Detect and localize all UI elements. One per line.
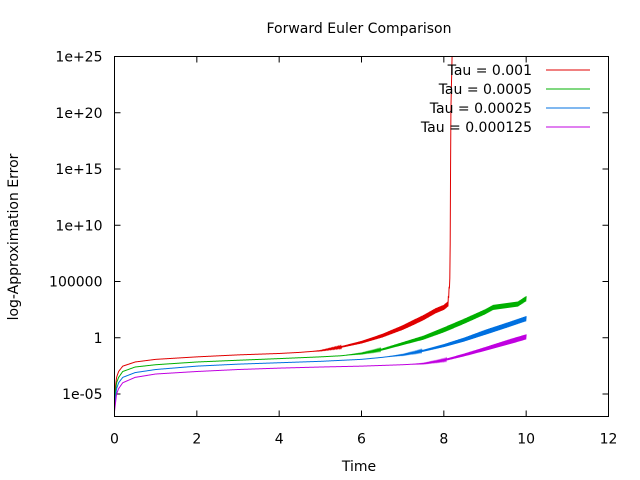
y-tick-label: 1e+10 [55,218,102,234]
legend-label: Tau = 0.001 [447,63,532,79]
y-tick-label: 1e+25 [55,50,102,66]
legend-label: Tau = 0.00025 [429,101,532,117]
x-tick-label: 8 [439,432,448,448]
y-tick-label: 1e+20 [55,106,102,122]
legend-label: Tau = 0.0005 [438,82,532,98]
series-layer [114,56,527,412]
x-tick-label: 0 [110,432,119,448]
x-tick-label: 10 [517,432,535,448]
ticks-layer: 0 2 4 6 8 10 12 1e-05 1 100000 1e+10 1e+15 1e+20 1e+2… [49,50,617,448]
plot-frame [114,56,609,417]
series-line-3 [114,316,527,406]
x-tick-label: 2 [192,432,201,448]
y-tick-label: 1e-05 [62,387,102,403]
legend-label: Tau = 0.000125 [420,120,532,136]
x-tick-label: 4 [275,432,284,448]
series-line-2 [114,296,527,400]
series-line-4 [114,334,527,412]
chart-title: Forward Euler Comparison [266,21,451,37]
legend: Tau = 0.001 Tau = 0.0005 Tau = 0.00025 Tau … [420,63,590,136]
x-tick-label: 6 [357,432,366,448]
y-axis-label: log-Approximation Error [6,153,22,320]
y-tick-label: 100000 [49,275,102,291]
y-tick-label: 1e+15 [55,162,102,178]
series-line-1 [114,56,453,395]
x-tick-label: 12 [600,432,618,448]
x-axis-label: Time [341,459,376,475]
y-tick-label: 1 [94,331,103,347]
